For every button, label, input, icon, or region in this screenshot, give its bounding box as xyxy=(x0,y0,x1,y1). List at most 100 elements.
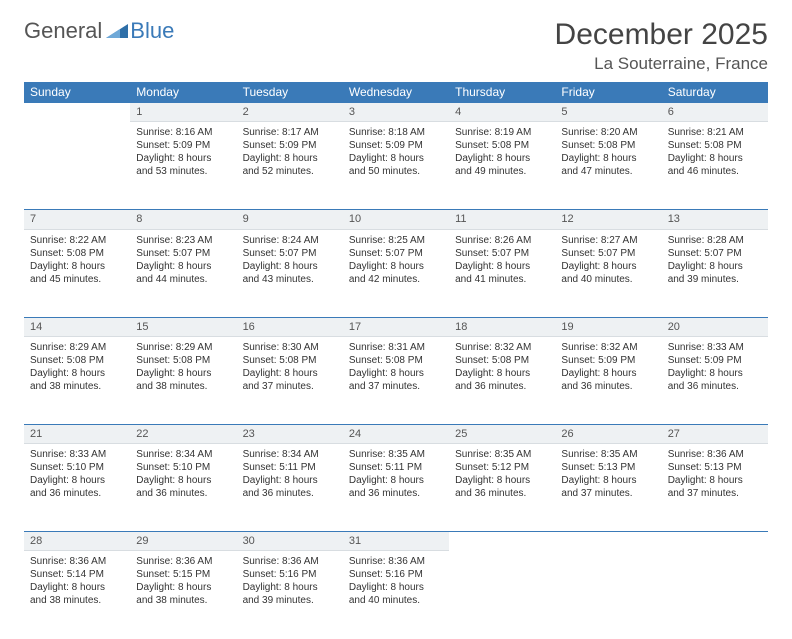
sunset-text: Sunset: 5:11 PM xyxy=(243,461,337,474)
daylight-text: Daylight: 8 hours xyxy=(136,152,230,165)
sunrise-text: Sunrise: 8:33 AM xyxy=(30,448,124,461)
sunset-text: Sunset: 5:08 PM xyxy=(455,354,549,367)
sunset-text: Sunset: 5:07 PM xyxy=(561,247,655,260)
sunset-text: Sunset: 5:09 PM xyxy=(561,354,655,367)
daylight-text: Daylight: 8 hours xyxy=(561,152,655,165)
header: General Blue December 2025 La Souterrain… xyxy=(24,18,768,74)
sunset-text: Sunset: 5:07 PM xyxy=(243,247,337,260)
daylight-text: and 37 minutes. xyxy=(668,487,762,500)
daylight-text: Daylight: 8 hours xyxy=(668,260,762,273)
sunset-text: Sunset: 5:09 PM xyxy=(349,139,443,152)
sunrise-text: Sunrise: 8:36 AM xyxy=(243,555,337,568)
day-cell: Sunrise: 8:36 AMSunset: 5:16 PMDaylight:… xyxy=(343,551,449,639)
sunset-text: Sunset: 5:09 PM xyxy=(243,139,337,152)
day-number: 21 xyxy=(24,424,130,443)
daylight-text: and 53 minutes. xyxy=(136,165,230,178)
sunrise-text: Sunrise: 8:31 AM xyxy=(349,341,443,354)
daylight-text: and 36 minutes. xyxy=(455,487,549,500)
daylight-text: Daylight: 8 hours xyxy=(136,581,230,594)
daylight-text: Daylight: 8 hours xyxy=(349,367,443,380)
sunrise-text: Sunrise: 8:30 AM xyxy=(243,341,337,354)
day-number: 13 xyxy=(662,210,768,229)
day-cell: Sunrise: 8:34 AMSunset: 5:10 PMDaylight:… xyxy=(130,444,236,532)
daylight-text: Daylight: 8 hours xyxy=(455,474,549,487)
sunrise-text: Sunrise: 8:34 AM xyxy=(243,448,337,461)
daylight-text: Daylight: 8 hours xyxy=(243,581,337,594)
daylight-text: and 37 minutes. xyxy=(561,487,655,500)
day-cell: Sunrise: 8:22 AMSunset: 5:08 PMDaylight:… xyxy=(24,229,130,317)
daylight-text: and 38 minutes. xyxy=(30,380,124,393)
weekday-header: Thursday xyxy=(449,82,555,103)
sunset-text: Sunset: 5:09 PM xyxy=(668,354,762,367)
weekday-header: Monday xyxy=(130,82,236,103)
weekday-header: Saturday xyxy=(662,82,768,103)
daylight-text: Daylight: 8 hours xyxy=(561,367,655,380)
sunrise-text: Sunrise: 8:33 AM xyxy=(668,341,762,354)
day-cell: Sunrise: 8:25 AMSunset: 5:07 PMDaylight:… xyxy=(343,229,449,317)
sunrise-text: Sunrise: 8:29 AM xyxy=(30,341,124,354)
daylight-text: and 43 minutes. xyxy=(243,273,337,286)
content-row: Sunrise: 8:29 AMSunset: 5:08 PMDaylight:… xyxy=(24,336,768,424)
daylight-text: Daylight: 8 hours xyxy=(243,474,337,487)
day-cell: Sunrise: 8:23 AMSunset: 5:07 PMDaylight:… xyxy=(130,229,236,317)
brand-part1: General xyxy=(24,18,102,44)
weekday-header: Friday xyxy=(555,82,661,103)
daylight-text: and 38 minutes. xyxy=(136,380,230,393)
day-number-empty xyxy=(555,532,661,551)
sunrise-text: Sunrise: 8:21 AM xyxy=(668,126,762,139)
day-cell: Sunrise: 8:34 AMSunset: 5:11 PMDaylight:… xyxy=(237,444,343,532)
day-number: 4 xyxy=(449,103,555,122)
day-number: 1 xyxy=(130,103,236,122)
daylight-text: and 36 minutes. xyxy=(243,487,337,500)
sunrise-text: Sunrise: 8:26 AM xyxy=(455,234,549,247)
sunrise-text: Sunrise: 8:25 AM xyxy=(349,234,443,247)
daynum-row: 21222324252627 xyxy=(24,424,768,443)
daylight-text: Daylight: 8 hours xyxy=(136,474,230,487)
sunset-text: Sunset: 5:08 PM xyxy=(455,139,549,152)
daynum-row: 14151617181920 xyxy=(24,317,768,336)
sunrise-text: Sunrise: 8:36 AM xyxy=(349,555,443,568)
daylight-text: and 36 minutes. xyxy=(136,487,230,500)
daylight-text: and 36 minutes. xyxy=(349,487,443,500)
sunrise-text: Sunrise: 8:23 AM xyxy=(136,234,230,247)
day-number: 19 xyxy=(555,317,661,336)
daynum-row: 123456 xyxy=(24,103,768,122)
sunset-text: Sunset: 5:07 PM xyxy=(455,247,549,260)
daylight-text: Daylight: 8 hours xyxy=(136,260,230,273)
daylight-text: Daylight: 8 hours xyxy=(349,581,443,594)
brand-part2: Blue xyxy=(130,18,174,44)
sunset-text: Sunset: 5:07 PM xyxy=(349,247,443,260)
daylight-text: Daylight: 8 hours xyxy=(561,474,655,487)
day-cell-empty xyxy=(24,122,130,210)
sunrise-text: Sunrise: 8:32 AM xyxy=(561,341,655,354)
sunset-text: Sunset: 5:10 PM xyxy=(136,461,230,474)
day-cell: Sunrise: 8:18 AMSunset: 5:09 PMDaylight:… xyxy=(343,122,449,210)
daylight-text: Daylight: 8 hours xyxy=(243,367,337,380)
weekday-header: Tuesday xyxy=(237,82,343,103)
day-number: 7 xyxy=(24,210,130,229)
location-label: La Souterraine, France xyxy=(555,54,768,74)
day-number: 31 xyxy=(343,532,449,551)
sunset-text: Sunset: 5:08 PM xyxy=(668,139,762,152)
day-number: 28 xyxy=(24,532,130,551)
day-number: 30 xyxy=(237,532,343,551)
day-cell-empty xyxy=(555,551,661,639)
day-number: 6 xyxy=(662,103,768,122)
day-cell: Sunrise: 8:30 AMSunset: 5:08 PMDaylight:… xyxy=(237,336,343,424)
content-row: Sunrise: 8:36 AMSunset: 5:14 PMDaylight:… xyxy=(24,551,768,639)
calendar-table: Sunday Monday Tuesday Wednesday Thursday… xyxy=(24,82,768,639)
daylight-text: and 50 minutes. xyxy=(349,165,443,178)
brand-mark-icon xyxy=(106,20,128,43)
sunset-text: Sunset: 5:08 PM xyxy=(349,354,443,367)
sunrise-text: Sunrise: 8:28 AM xyxy=(668,234,762,247)
daynum-row: 28293031 xyxy=(24,532,768,551)
day-cell: Sunrise: 8:26 AMSunset: 5:07 PMDaylight:… xyxy=(449,229,555,317)
daylight-text: and 40 minutes. xyxy=(349,594,443,607)
daylight-text: and 49 minutes. xyxy=(455,165,549,178)
day-cell: Sunrise: 8:36 AMSunset: 5:15 PMDaylight:… xyxy=(130,551,236,639)
sunrise-text: Sunrise: 8:32 AM xyxy=(455,341,549,354)
sunset-text: Sunset: 5:13 PM xyxy=(561,461,655,474)
sunset-text: Sunset: 5:10 PM xyxy=(30,461,124,474)
sunset-text: Sunset: 5:07 PM xyxy=(668,247,762,260)
day-number: 8 xyxy=(130,210,236,229)
